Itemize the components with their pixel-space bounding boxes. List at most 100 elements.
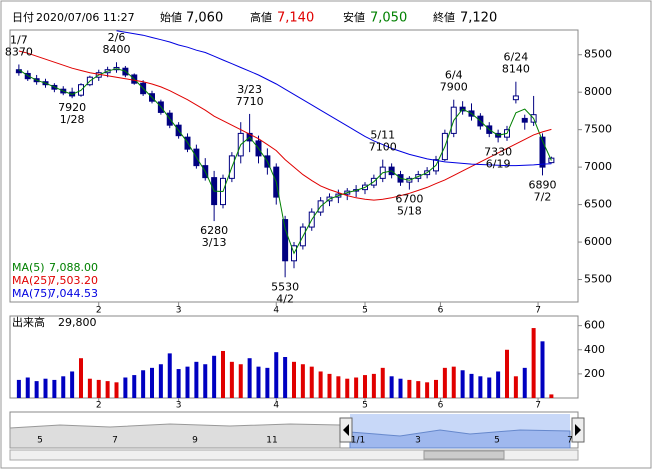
- navigator-label: 7: [112, 436, 118, 446]
- candle-body: [539, 136, 546, 168]
- volume-bar: [309, 366, 314, 398]
- navigator-label: 5: [494, 436, 500, 446]
- volume-bar: [442, 367, 447, 398]
- volume-bar: [194, 361, 199, 398]
- annotation-value: 5530: [271, 280, 299, 293]
- annotation-value: 6700: [395, 193, 423, 206]
- annotation-date: 6/24: [504, 51, 529, 64]
- ma-line: [116, 30, 552, 167]
- y-tick-label: 7000: [584, 160, 612, 173]
- volume-bar: [327, 373, 332, 398]
- ma-line: [18, 50, 552, 201]
- volume-bar: [398, 378, 403, 398]
- legend-name: MA(5): [12, 261, 45, 274]
- annotation-value: 8400: [103, 43, 131, 56]
- annotation-value: 7710: [236, 95, 264, 108]
- x-tick-label: 3: [176, 401, 182, 411]
- high: 7,140: [277, 11, 314, 26]
- y-tick-label: 5500: [584, 273, 612, 286]
- volume-bar: [345, 378, 350, 398]
- annotation-date: 4/2: [276, 292, 294, 305]
- volume-bar: [425, 382, 430, 398]
- annotation-value: 8370: [5, 45, 33, 58]
- volume-bar: [451, 366, 456, 398]
- x-tick-label: 2: [96, 306, 102, 316]
- navigator-window-line: [349, 429, 571, 449]
- x-tick-label: 7: [535, 306, 541, 316]
- x-tick-label: 4: [273, 401, 279, 411]
- y-tick-label: 200: [584, 367, 605, 380]
- low: 7,050: [370, 11, 407, 26]
- x-tick-label: 6: [438, 401, 444, 411]
- annotation-value: 6280: [200, 224, 228, 237]
- open-label: 始値: [160, 10, 182, 24]
- volume-label: 出来高: [12, 315, 45, 329]
- x-tick-label: 3: [176, 306, 182, 316]
- y-tick-label: 600: [584, 319, 605, 332]
- volume-bar: [158, 364, 163, 398]
- volume-bar: [52, 379, 57, 398]
- volume-bar: [221, 350, 225, 398]
- volume-bar: [469, 373, 474, 398]
- volume-bar: [141, 370, 146, 398]
- volume-bar: [460, 370, 465, 398]
- volume-bar: [132, 375, 137, 398]
- navigator-label: 7: [567, 436, 573, 446]
- volume-bar: [371, 373, 376, 398]
- annotation-value: 6890: [529, 178, 557, 191]
- volume-bar: [540, 341, 545, 398]
- volume-bar: [114, 382, 119, 398]
- navigator-label: 3: [415, 436, 421, 446]
- volume-bar: [354, 377, 359, 398]
- volume-panel: [9, 315, 579, 399]
- volume-bar: [87, 378, 92, 398]
- annotation-date: 5/18: [397, 205, 422, 218]
- annotation-date: 1/28: [60, 113, 85, 126]
- volume-bar: [496, 371, 501, 398]
- annotation-value: 7100: [369, 141, 397, 154]
- volume-bar: [105, 381, 110, 398]
- volume-bar: [167, 353, 172, 398]
- volume-bar: [265, 367, 270, 398]
- annotation-value: 7900: [440, 81, 468, 94]
- legend-value: 7,088.00: [49, 261, 98, 274]
- volume-bar: [150, 367, 154, 398]
- low-label: 安値: [343, 10, 365, 24]
- volume-bar: [318, 371, 323, 398]
- volume-bar: [79, 358, 83, 398]
- volume-bar: [300, 364, 305, 398]
- y-tick-label: 8000: [584, 85, 612, 98]
- volume-bar: [363, 375, 367, 398]
- volume-bar: [247, 358, 252, 398]
- x-tick-label: 5: [362, 401, 368, 411]
- scrollbar[interactable]: [9, 449, 579, 461]
- annotation-date: 2/6: [108, 31, 126, 44]
- legend-value: 7,044.53: [49, 287, 98, 300]
- scrollbar-thumb[interactable]: [423, 450, 505, 460]
- volume-bar: [407, 379, 412, 398]
- volume-bar: [283, 357, 288, 398]
- volume-bar: [478, 376, 483, 398]
- x-tick-label: 7: [535, 401, 541, 411]
- annotation-date: 7/2: [534, 190, 552, 203]
- volume-bar: [203, 364, 208, 398]
- legend-value: 7,503.20: [49, 274, 98, 287]
- volume-bar: [274, 352, 279, 398]
- volume-bar: [336, 376, 341, 398]
- x-tick-label: 2: [96, 401, 102, 411]
- navigator-label: 1/1: [351, 436, 365, 446]
- annotation-date: 3/23: [237, 83, 262, 96]
- high-label: 高値: [250, 10, 272, 24]
- volume-bar: [522, 367, 527, 398]
- annotation-date: 6/19: [486, 157, 511, 170]
- annotation-date: 1/7: [10, 33, 28, 46]
- annotation-date: 6/4: [445, 69, 463, 82]
- navigator-label: 9: [192, 436, 198, 446]
- ma-line: [18, 68, 552, 255]
- volume-bar: [16, 379, 21, 398]
- y-tick-label: 7500: [584, 123, 612, 136]
- volume-bar: [389, 376, 394, 398]
- volume-bar: [549, 394, 554, 398]
- close-label: 終値: [433, 10, 455, 24]
